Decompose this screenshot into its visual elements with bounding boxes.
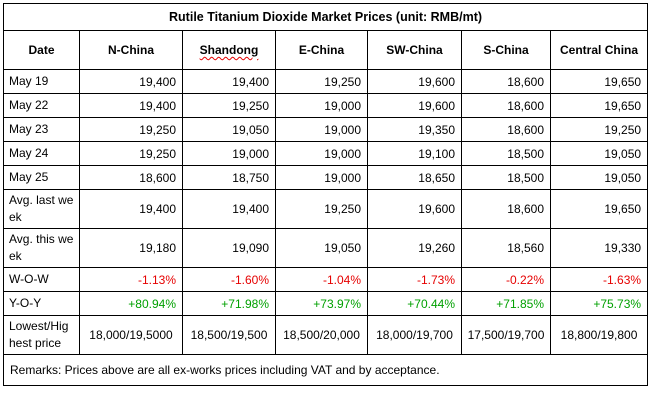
table-cell: -1.60% <box>182 267 276 292</box>
table-cell: +70.44% <box>367 291 462 316</box>
table-cell: 18,500/19,500 <box>182 315 276 355</box>
column-header-date: Date <box>3 30 80 70</box>
table-cell: 19,600 <box>367 189 462 229</box>
table-cell: 18,000/19,5000 <box>79 315 183 355</box>
table-row: W-O-W -1.13% -1.60% -1.04% -1.73% -0.22% -1.63… <box>3 267 649 292</box>
table-cell: 19,650 <box>549 69 649 94</box>
row-label: Avg. last week <box>3 189 80 229</box>
row-label: May 25 <box>3 165 80 190</box>
table-cell: -1.04% <box>275 267 368 292</box>
row-label: May 23 <box>3 117 80 142</box>
table-cell: 19,000 <box>275 165 368 190</box>
table-cell: 19,000 <box>182 141 276 166</box>
table-cell: +73.97% <box>275 291 368 316</box>
table-cell: 19,250 <box>79 141 183 166</box>
table-cell: 18,750 <box>182 165 276 190</box>
row-label: Avg. this week <box>3 228 80 268</box>
title-row: Rutile Titanium Dioxide Market Prices (u… <box>2 3 649 31</box>
table-cell: 19,090 <box>182 228 276 268</box>
table-cell: +80.94% <box>79 291 183 316</box>
table-cell: 19,650 <box>549 189 649 229</box>
table-cell: 19,400 <box>79 69 183 94</box>
table-cell: 19,000 <box>275 117 368 142</box>
table-cell: 19,250 <box>79 117 183 142</box>
column-header-s-china: S-China <box>461 30 551 70</box>
table-title: Rutile Titanium Dioxide Market Prices (u… <box>2 3 649 31</box>
table-cell: 19,650 <box>549 93 649 118</box>
table-cell: 18,650 <box>367 165 462 190</box>
table-cell: 19,180 <box>79 228 183 268</box>
table-cell: 18,800/19,800 <box>549 315 649 355</box>
table-cell: 19,260 <box>367 228 462 268</box>
row-label: Lowest/Highest price <box>3 315 80 355</box>
table-cell: 19,600 <box>367 69 462 94</box>
table-row: May 19 19,400 19,400 19,250 19,600 18,600 19,6… <box>3 69 649 94</box>
table-row: May 25 18,600 18,750 19,000 18,650 18,500 19,0… <box>3 165 649 190</box>
table-cell: 18,600 <box>461 117 551 142</box>
table-cell: 19,050 <box>182 117 276 142</box>
row-label: May 22 <box>3 93 80 118</box>
table-row: Avg. last week 19,400 19,400 19,250 19,600 18… <box>3 189 649 229</box>
table-cell: +75.73% <box>549 291 649 316</box>
table-cell: 19,400 <box>182 189 276 229</box>
table-row: May 22 19,400 19,250 19,000 19,600 18,600 19,6… <box>3 93 649 118</box>
table-cell: 19,050 <box>275 228 368 268</box>
column-header-central-china: Central China <box>549 30 649 70</box>
table-body: May 19 19,400 19,400 19,250 19,600 18,600 19,6… <box>3 69 649 355</box>
table-cell: +71.85% <box>461 291 551 316</box>
row-label: Y-O-Y <box>3 291 80 316</box>
remarks-text: Remarks: Prices above are all ex-works p… <box>2 354 649 386</box>
table-cell: -0.22% <box>461 267 551 292</box>
table-cell: 19,250 <box>549 117 649 142</box>
table-cell: 18,500 <box>461 141 551 166</box>
table-cell: 18,600 <box>461 69 551 94</box>
table-cell: 19,000 <box>275 93 368 118</box>
table-row: Lowest/Highest price 18,000/19,5000 18,500… <box>3 315 649 355</box>
table-row: Avg. this week 19,180 19,090 19,050 19,260 18… <box>3 228 649 268</box>
row-label: May 19 <box>3 69 80 94</box>
row-label: May 24 <box>3 141 80 166</box>
table-cell: 19,400 <box>182 69 276 94</box>
remarks-row: Remarks: Prices above are all ex-works p… <box>2 354 649 386</box>
table-cell: 19,050 <box>549 165 649 190</box>
table-cell: 19,000 <box>275 141 368 166</box>
table-cell: 18,500/20,000 <box>275 315 368 355</box>
table-cell: +71.98% <box>182 291 276 316</box>
table-row: May 24 19,250 19,000 19,000 19,100 18,500 19,0… <box>3 141 649 166</box>
table-cell: -1.63% <box>549 267 649 292</box>
table-cell: 18,600 <box>79 165 183 190</box>
table-cell: 19,330 <box>549 228 649 268</box>
table-row: May 23 19,250 19,050 19,000 19,350 18,600 19,2… <box>3 117 649 142</box>
table-cell: -1.73% <box>367 267 462 292</box>
table-cell: -1.13% <box>79 267 183 292</box>
header-row: Date N-China Shandong E-China SW-China S… <box>3 30 649 70</box>
table-cell: 19,400 <box>79 93 183 118</box>
table-cell: 19,100 <box>367 141 462 166</box>
row-label: W-O-W <box>3 267 80 292</box>
column-header-n-china: N-China <box>79 30 183 70</box>
column-header-shandong: Shandong <box>182 30 276 70</box>
column-header-sw-china: SW-China <box>367 30 462 70</box>
table-cell: 19,400 <box>79 189 183 229</box>
column-header-e-china: E-China <box>275 30 368 70</box>
table-row: Y-O-Y +80.94% +71.98% +73.97% +70.44% +71.85%… <box>3 291 649 316</box>
price-table: Rutile Titanium Dioxide Market Prices (u… <box>2 3 649 386</box>
table-cell: 19,250 <box>182 93 276 118</box>
table-cell: 19,250 <box>275 189 368 229</box>
table-cell: 19,600 <box>367 93 462 118</box>
table-cell: 19,350 <box>367 117 462 142</box>
table-cell: 18,600 <box>461 93 551 118</box>
table-cell: 18,600 <box>461 189 551 229</box>
table-cell: 19,250 <box>275 69 368 94</box>
table-cell: 18,560 <box>461 228 551 268</box>
table-cell: 19,050 <box>549 141 649 166</box>
table-cell: 18,000/19,700 <box>367 315 462 355</box>
table-cell: 17,500/19,700 <box>461 315 551 355</box>
spellcheck-underline: Shandong <box>199 43 259 57</box>
table-cell: 18,500 <box>461 165 551 190</box>
